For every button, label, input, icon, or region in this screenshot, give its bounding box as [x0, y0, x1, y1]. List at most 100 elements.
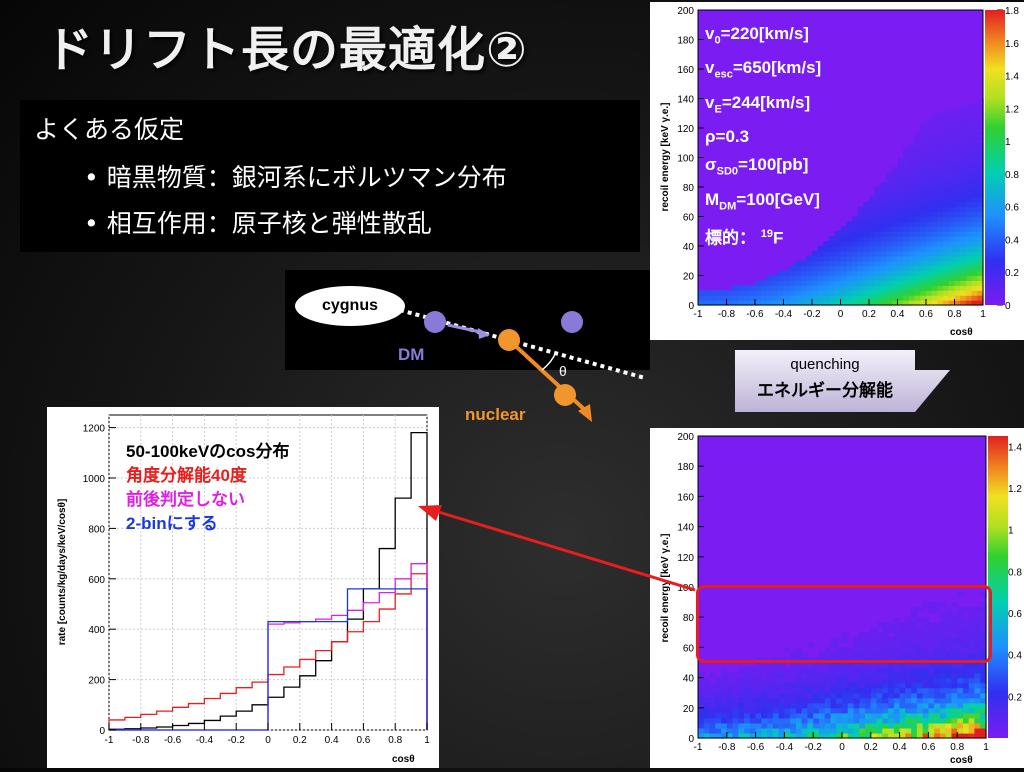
heatmap-cell — [971, 260, 978, 267]
heatmap-cell — [744, 727, 751, 734]
heatmap-cell — [846, 250, 853, 257]
heatmap-cell — [777, 285, 785, 291]
heatmap-cell — [834, 265, 842, 272]
heatmap-cell — [951, 682, 958, 689]
y-tick-label: 80 — [683, 613, 695, 624]
heatmap-cell — [882, 647, 889, 654]
heatmap-cell — [807, 667, 814, 674]
heatmap-cell — [726, 290, 733, 296]
heatmap-cell — [715, 677, 722, 684]
heatmap-cell — [905, 617, 912, 623]
heatmap-cell — [778, 697, 785, 704]
heatmap-cell — [882, 732, 889, 739]
heatmap-cell — [943, 236, 950, 242]
heatmap-cell — [847, 682, 855, 689]
heatmap-cell — [931, 246, 938, 252]
heatmap-cell — [888, 732, 895, 739]
heatmap-cell — [945, 642, 953, 648]
heatmap-cell — [842, 722, 849, 729]
info-line-target: 標的： 19F — [705, 227, 784, 248]
heatmap-cell — [934, 627, 941, 633]
heatmap-cell — [926, 123, 933, 129]
heatmap-cell — [870, 677, 878, 684]
heatmap-cell — [897, 270, 904, 277]
heatmap-cell — [721, 702, 728, 709]
heatmap-cell — [931, 295, 938, 301]
heatmap-cell — [914, 265, 921, 272]
heatmap-cell — [977, 172, 984, 178]
heatmap-cell — [865, 662, 872, 669]
heatmap-cell — [957, 642, 964, 648]
heatmap-cell — [960, 295, 967, 301]
heatmap-cell — [903, 236, 910, 242]
heatmap-cell — [977, 275, 984, 282]
heatmap-cell — [974, 712, 981, 719]
heatmap-cell — [914, 201, 921, 208]
heatmap-cell — [954, 231, 961, 237]
heatmap-cell — [897, 201, 904, 208]
histogram-series — [108, 431, 428, 731]
x-tick-label: -0.6 — [164, 735, 182, 746]
heatmap-cell — [778, 722, 785, 729]
heatmap-cell — [899, 677, 906, 684]
heatmap-cell — [869, 206, 876, 213]
heatmap-cell — [880, 182, 887, 188]
x-tick-label: 0.8 — [388, 735, 402, 746]
heatmap-cell — [926, 142, 933, 149]
heatmap-cell — [948, 157, 956, 164]
heatmap-cell — [965, 221, 973, 227]
heatmap-cell — [709, 682, 716, 689]
histogram-annotation: 50-100keVのcos分布 角度分解能40度 前後判定しない 2-binにす… — [126, 440, 289, 536]
heatmap-cell — [851, 295, 859, 301]
heatmap-cell — [934, 607, 941, 613]
heatmap-cell — [914, 300, 921, 306]
heatmap-cell — [920, 275, 927, 282]
heatmap-cell — [971, 280, 978, 286]
heatmap-cell — [749, 295, 756, 301]
heatmap-cell — [755, 667, 762, 674]
heatmap-cell — [920, 280, 927, 286]
heatmap-cell — [744, 692, 751, 699]
heatmap-cell — [772, 290, 779, 296]
heatmap-cell — [891, 206, 899, 213]
heatmap-cell — [709, 717, 716, 724]
heatmap-cell — [937, 260, 944, 267]
heatmap-cell — [937, 132, 944, 139]
heatmap-cell — [715, 692, 722, 699]
heatmap-cell — [783, 300, 790, 306]
heatmap-cell — [882, 627, 889, 633]
heatmap-cell — [931, 157, 938, 164]
heatmap-cell — [920, 231, 927, 237]
heatmap-cell — [761, 697, 768, 704]
heatmap-cell — [698, 712, 705, 719]
heatmap-cell — [951, 727, 958, 734]
heatmap-cell — [943, 216, 950, 223]
heatmap-cell — [962, 647, 970, 654]
heatmap-cell — [891, 265, 899, 272]
heatmap-cell — [939, 682, 947, 689]
heatmap-cell — [960, 187, 967, 193]
heatmap-cell — [951, 687, 958, 694]
heatmap-cell — [922, 722, 929, 729]
heatmap-cell — [977, 285, 984, 291]
heatmap-cell — [914, 231, 921, 237]
heatmap-cell — [870, 652, 878, 659]
heatmap-cell — [846, 221, 853, 227]
heatmap-cell — [951, 642, 958, 648]
heatmap-cell — [939, 667, 947, 674]
heatmap-cell — [931, 236, 938, 242]
heatmap-cell — [968, 617, 976, 623]
energy-resolution-label: エネルギー分解能 — [757, 381, 893, 401]
heatmap-cell — [911, 632, 918, 638]
heatmap-cell — [812, 285, 819, 291]
heatmap-cell — [899, 717, 906, 724]
heatmap-cell — [908, 211, 916, 218]
heatmap-cell — [784, 707, 791, 714]
heatmap-cell — [749, 677, 757, 684]
heatmap-cell — [957, 707, 964, 714]
heatmap-cell — [784, 647, 791, 654]
heatmap-cell — [829, 275, 836, 282]
heatmap-cell — [869, 280, 876, 286]
heatmap-cell — [948, 142, 956, 149]
heatmap-cell — [968, 702, 976, 709]
